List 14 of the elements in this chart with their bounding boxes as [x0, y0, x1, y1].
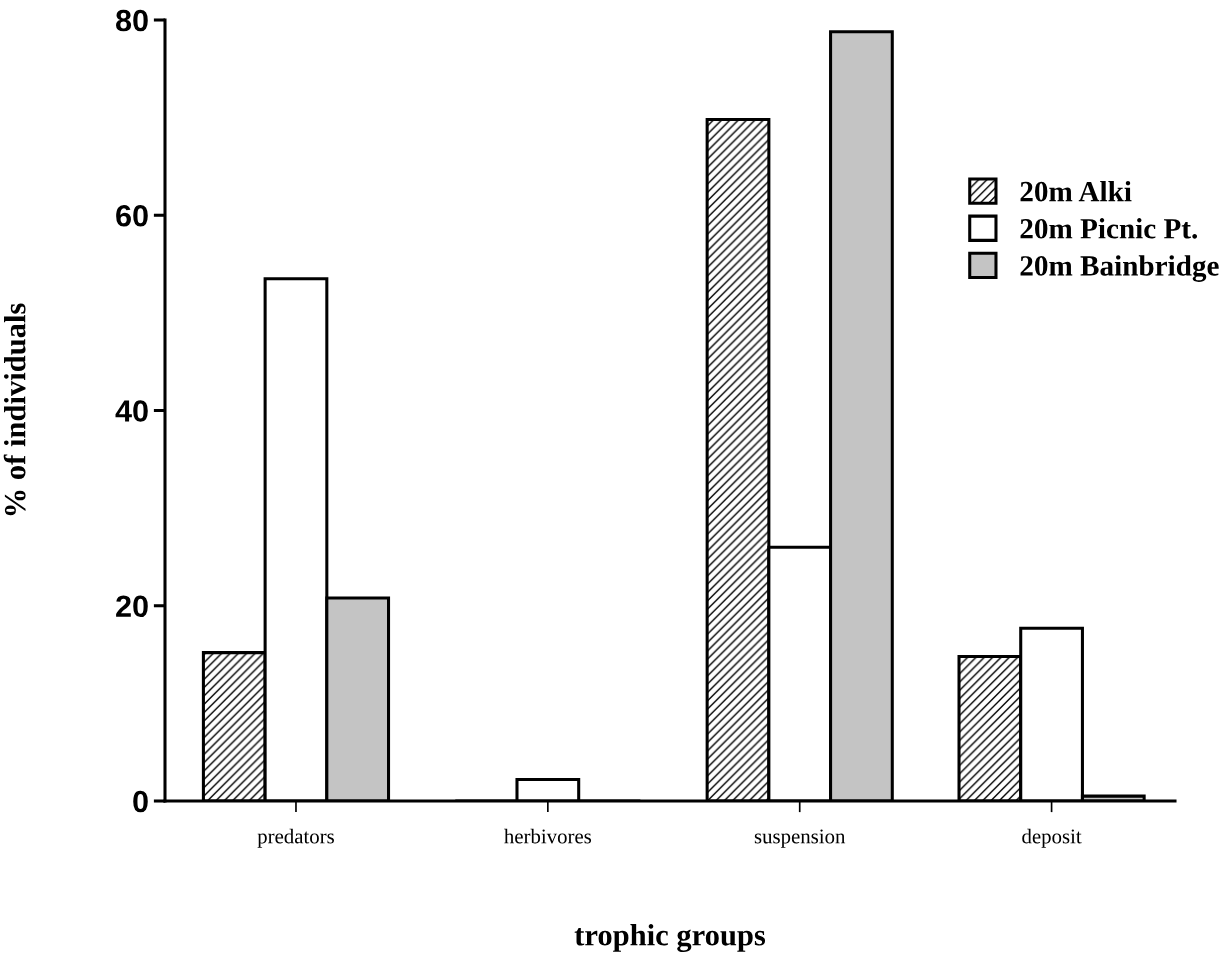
y-tick-label: 0 — [133, 790, 148, 813]
legend-label: 20m Bainbridge — [1020, 255, 1219, 282]
x-tick-label: predators — [257, 828, 334, 848]
legend-label: 20m Picnic Pt. — [1020, 218, 1198, 239]
x-tick-label: deposit — [1022, 828, 1082, 848]
x-tick-label: suspension — [754, 829, 846, 848]
y-tick-label: 60 — [116, 204, 148, 227]
y-tick-label: 20 — [116, 595, 148, 618]
y-tick-label: 80 — [116, 9, 148, 32]
x-axis-title: trophic groups — [574, 924, 766, 953]
x-tick-label: herbivores — [504, 828, 592, 844]
y-tick-label: 40 — [115, 400, 148, 422]
legend-label: 20m Alki — [1020, 180, 1132, 202]
y-axis-title: % of individuals — [3, 303, 26, 516]
